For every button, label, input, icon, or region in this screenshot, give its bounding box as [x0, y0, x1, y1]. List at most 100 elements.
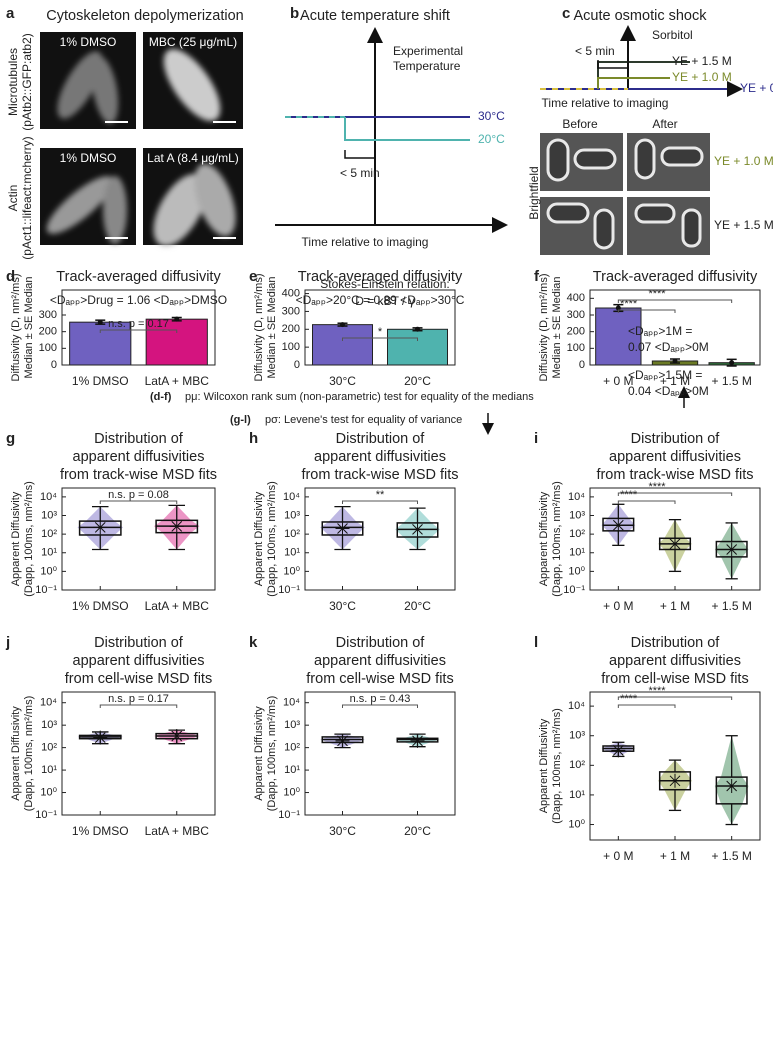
- x-tick-label: LatA + MBC: [145, 824, 210, 838]
- x-tick-label: 20°C: [404, 599, 431, 613]
- row-label: (pAtb2::GFP:atb2): [20, 33, 34, 130]
- y-tick-label: 10⁴: [283, 491, 300, 503]
- row-label: Actin: [6, 185, 20, 212]
- row-label: YE + 1.0 M: [714, 154, 773, 168]
- x-tick-label: + 1.5 M: [711, 849, 751, 863]
- y-tick-label: 10⁻¹: [35, 809, 57, 821]
- y-tick-label: 10¹: [284, 764, 300, 776]
- y-tick-label: 10⁴: [568, 491, 585, 503]
- line-label: 30°C: [478, 109, 505, 123]
- panel-title: Acute osmotic shock: [574, 8, 708, 24]
- significance-label: ****: [620, 298, 638, 310]
- bar: [145, 318, 208, 366]
- significance-bracket: [617, 500, 676, 504]
- y-tick-label: 10¹: [569, 789, 585, 801]
- mean-marker: [726, 544, 738, 555]
- image-label: 1% DMSO: [60, 151, 117, 165]
- y-tick-label: 10²: [569, 528, 585, 540]
- y-tick-label: 10¹: [41, 764, 57, 776]
- plot-frame: [61, 691, 216, 816]
- x-tick-label: + 0 M: [603, 849, 633, 863]
- significance-bracket: [617, 492, 733, 496]
- chart-title: from track-wise MSD fits: [596, 467, 753, 483]
- annotation: <Dₐₚₚ>1.5M =: [628, 368, 702, 382]
- median-dot: [615, 305, 621, 311]
- box: [715, 776, 748, 805]
- significance-label: **: [376, 489, 385, 501]
- image-label: MBC (25 μg/mL): [149, 35, 237, 49]
- median-dot: [340, 322, 345, 328]
- mean-marker: [94, 522, 106, 533]
- chart-title: from track-wise MSD fits: [301, 467, 458, 483]
- line-label: YE + 1.5 M: [672, 54, 732, 68]
- y-axis-label: (Dapp, 100ms, nm²/ms): [266, 696, 278, 812]
- y-axis-label: Apparent Diffusivity: [538, 491, 550, 586]
- line-label: 20°C: [478, 132, 505, 146]
- y-axis-label: Apparent Diffusivity: [538, 718, 550, 813]
- line-label: YE + 0 M: [740, 81, 773, 95]
- schematic: [540, 25, 743, 97]
- y-tick-label: 200: [282, 323, 300, 335]
- y-axis-label: Apparent Diffusivity: [253, 706, 265, 801]
- relation: Stokes-Einstein relation:: [320, 277, 449, 291]
- y-tick-label: 100: [567, 342, 585, 354]
- mean-marker: [94, 732, 106, 743]
- mean-marker: [612, 519, 624, 531]
- plot-frame: [304, 487, 456, 591]
- note-tag: (g-l): [230, 414, 251, 426]
- x-tick-label: 20°C: [404, 374, 431, 388]
- interval-label: < 5 min: [340, 166, 380, 180]
- chart-title: from cell-wise MSD fits: [601, 671, 748, 687]
- y-tick-label: 10⁰: [40, 786, 57, 798]
- chart-title: from cell-wise MSD fits: [306, 671, 453, 687]
- y-axis-label: Diffusivity (D, nm²/ms): [253, 274, 265, 382]
- axis-label: Experimental: [393, 44, 463, 58]
- y-tick-label: 200: [567, 326, 585, 338]
- panel-label: j: [5, 634, 10, 651]
- row-label: Microtubules: [6, 48, 20, 116]
- panel-label: l: [534, 634, 538, 651]
- median-dot: [174, 316, 180, 322]
- x-tick-label: 1% DMSO: [72, 599, 129, 613]
- y-tick-label: 10⁻¹: [278, 584, 300, 596]
- note: pσ: Levene's test for equality of varian…: [265, 414, 462, 426]
- x-tick-label: + 0 M: [603, 374, 633, 388]
- y-tick-label: 10⁻¹: [278, 809, 300, 821]
- y-axis-label: Median ± SE Median: [23, 276, 35, 378]
- mean-marker: [171, 730, 183, 742]
- mean-marker: [412, 524, 423, 535]
- panel-label: e: [249, 268, 257, 285]
- axis-label: Time relative to imaging: [542, 96, 669, 110]
- axis-label: Temperature: [393, 59, 461, 73]
- y-tick-label: 10³: [569, 509, 585, 521]
- y-tick-label: 10³: [284, 719, 300, 731]
- schematic: [275, 27, 508, 233]
- y-tick-label: 0: [294, 359, 300, 371]
- x-tick-label: 1% DMSO: [72, 374, 129, 388]
- column-label: After: [652, 117, 677, 131]
- column-label: Before: [562, 117, 598, 131]
- y-axis-label: (Dapp, 100ms, nm²/ms): [23, 696, 35, 812]
- significance-label: n.s. p = 0.17: [108, 693, 169, 705]
- y-tick-label: 10²: [41, 742, 57, 754]
- chart-title: Track-averaged diffusivity: [56, 269, 221, 285]
- mean-marker: [726, 780, 738, 792]
- y-tick-label: 10⁻¹: [35, 584, 57, 596]
- y-tick-label: 10¹: [284, 547, 300, 559]
- chart-title: from cell-wise MSD fits: [65, 671, 212, 687]
- mean-marker: [669, 775, 681, 787]
- y-tick-label: 10²: [284, 742, 300, 754]
- y-tick-label: 10⁰: [568, 565, 585, 577]
- plot-frame: [304, 289, 456, 366]
- chart-title: apparent diffusivities: [609, 449, 741, 465]
- annotation: 0.04 <Dₐₚₚ>0M: [628, 384, 709, 398]
- mean-marker: [337, 523, 348, 534]
- y-axis-label: (Dapp, 100ms, nm²/ms): [23, 481, 35, 597]
- y-axis-label: (Dapp, 100ms, nm²/ms): [551, 481, 563, 597]
- chart-title: apparent diffusivities: [314, 449, 446, 465]
- x-tick-label: 30°C: [329, 599, 356, 613]
- x-tick-label: LatA + MBC: [145, 374, 210, 388]
- y-axis-label: Apparent Diffusivity: [10, 706, 22, 801]
- chart-title: apparent diffusivities: [609, 653, 741, 669]
